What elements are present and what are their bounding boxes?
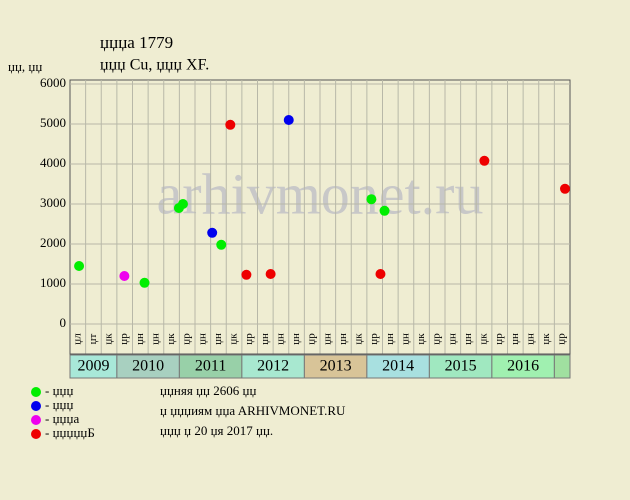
- column-label: џн: [212, 333, 224, 345]
- column-label: џн: [384, 333, 396, 345]
- column-label: џн: [509, 333, 521, 345]
- legend-label: - џџџ: [45, 383, 73, 398]
- y-tick-label: 0: [60, 315, 67, 330]
- year-label: 2010: [132, 358, 164, 375]
- legend-marker: [31, 415, 41, 425]
- point: [379, 205, 390, 216]
- year-label: 2015: [445, 358, 477, 375]
- column-label: џт: [87, 333, 99, 344]
- column-label: џр: [181, 333, 193, 345]
- column-label: џк: [228, 333, 240, 345]
- point: [216, 239, 227, 250]
- chart-title: џџџa 1779: [100, 33, 173, 52]
- point: [560, 183, 570, 194]
- column-label: џр: [243, 333, 255, 345]
- note: џ џџџиям џџa ARHIVMONET.RU: [160, 403, 346, 418]
- legend-label: - џџџa: [45, 411, 79, 426]
- point: [375, 269, 386, 279]
- point: [366, 194, 377, 205]
- y-tick-label: 6000: [40, 75, 66, 90]
- point: [207, 227, 218, 238]
- column-label: џн: [321, 333, 333, 345]
- year-label: 2016: [507, 358, 539, 375]
- point: [479, 155, 490, 166]
- year-label: 2013: [320, 358, 352, 375]
- column-label: џр: [556, 333, 568, 345]
- column-label: џн: [399, 333, 411, 345]
- column-label: џк: [165, 333, 177, 345]
- column-label: џн: [149, 333, 161, 345]
- point: [265, 269, 276, 279]
- note: џџняя џџ 2606 џџ: [160, 383, 256, 398]
- year-label: 2011: [195, 358, 226, 375]
- note: џџџ џ 20 џя 2017 џџ.: [160, 423, 273, 438]
- column-label: џн: [274, 333, 286, 345]
- y-tick-label: 5000: [40, 115, 66, 130]
- column-label: џк: [103, 333, 115, 345]
- column-label: џр: [431, 333, 443, 345]
- column-label: џн: [259, 333, 271, 345]
- legend-label: - џџџџџБ: [45, 425, 95, 440]
- legend-marker: [31, 429, 41, 439]
- point: [74, 261, 85, 271]
- chart-subtitle: џџџ Cu, џџџ XF.: [100, 57, 209, 74]
- y-tick-label: 3000: [40, 195, 66, 210]
- point: [139, 277, 150, 288]
- y-tick-label: 2000: [40, 235, 66, 250]
- column-label: џн: [337, 333, 349, 345]
- column-label: џр: [493, 333, 505, 345]
- legend-marker: [31, 387, 41, 397]
- year-label: 2009: [77, 358, 109, 375]
- column-label: џр: [306, 333, 318, 345]
- column-label: џр: [368, 333, 380, 345]
- point: [241, 269, 252, 280]
- year-label: 2012: [257, 358, 289, 375]
- column-label: џн: [196, 333, 208, 345]
- column-label: џк: [478, 333, 490, 345]
- column-label: џк: [540, 333, 552, 345]
- legend-label: - џџџ: [45, 397, 73, 412]
- column-label: џн: [446, 333, 458, 345]
- year-band: [553, 354, 571, 379]
- legend-marker: [31, 401, 41, 411]
- column-label: џн: [524, 333, 536, 345]
- y-axis-label: џџ, џџ: [8, 59, 42, 74]
- column-label: џн: [134, 333, 146, 345]
- column-label: џн: [290, 333, 302, 345]
- point: [283, 115, 294, 125]
- point: [119, 271, 130, 281]
- y-tick-label: 4000: [40, 155, 66, 170]
- point: [225, 119, 236, 130]
- column-label: џл: [71, 333, 83, 345]
- column-label: џн: [462, 333, 474, 345]
- column-label: џк: [415, 333, 427, 345]
- column-label: џр: [118, 333, 130, 345]
- y-tick-label: 1000: [40, 275, 66, 290]
- column-label: џк: [353, 333, 365, 345]
- point: [177, 199, 188, 209]
- year-label: 2014: [382, 358, 414, 375]
